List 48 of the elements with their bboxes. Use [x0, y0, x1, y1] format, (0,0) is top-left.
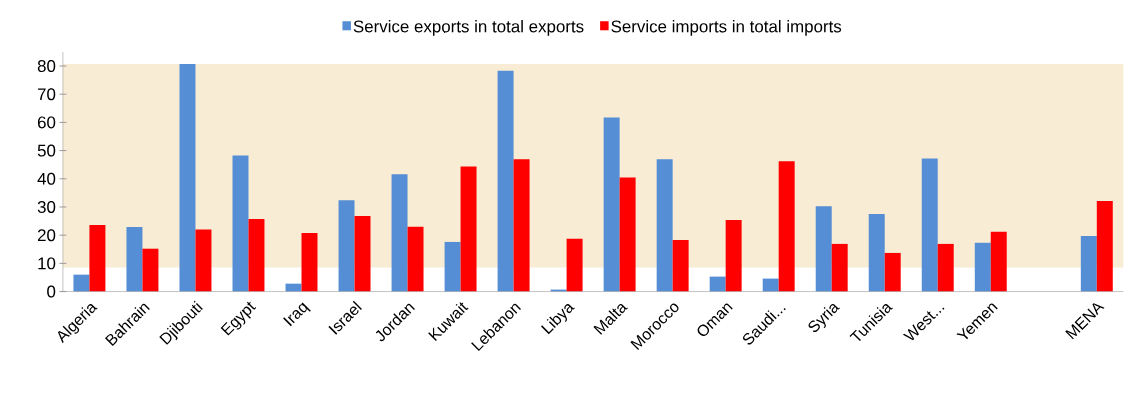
bar	[762, 278, 779, 292]
bar	[338, 200, 355, 292]
bar	[89, 224, 106, 292]
bar	[937, 243, 954, 292]
y-tick-label: 40	[37, 172, 56, 185]
bar	[444, 241, 461, 292]
bar	[884, 252, 901, 292]
bar	[248, 218, 265, 292]
y-tick-label: 60	[37, 116, 56, 129]
bar	[232, 155, 249, 292]
bar	[974, 242, 991, 292]
bar	[73, 274, 90, 292]
x-tick-label: Iraq	[283, 302, 311, 326]
bar	[619, 177, 636, 292]
bar	[497, 70, 514, 292]
bar	[354, 215, 371, 292]
bar	[566, 238, 583, 292]
bar	[672, 239, 689, 292]
bar	[1096, 200, 1113, 292]
bar	[815, 205, 832, 292]
bar	[725, 219, 742, 292]
bar	[1080, 235, 1097, 292]
bar	[990, 231, 1007, 292]
legend-label: Service imports in total imports	[611, 19, 842, 36]
legend-label: Service exports in total exports	[353, 19, 584, 36]
bar	[142, 248, 159, 292]
y-tick-label: 0	[47, 285, 56, 298]
bar	[301, 232, 318, 292]
bar	[656, 159, 673, 292]
bar	[391, 174, 408, 292]
bar	[407, 226, 424, 292]
y-tick-label: 50	[37, 144, 56, 157]
bar	[195, 229, 212, 292]
bar	[778, 161, 795, 292]
y-tick-label: 10	[38, 257, 56, 270]
bar	[868, 213, 885, 292]
y-tick-label: 80	[37, 59, 56, 72]
y-tick-label: 70	[37, 88, 56, 101]
bar	[709, 276, 726, 292]
bar	[179, 63, 196, 292]
y-tick-label: 20	[37, 229, 56, 241]
bar	[831, 243, 848, 292]
y-tick-label: 30	[37, 200, 56, 213]
bar	[126, 226, 143, 292]
bar	[921, 158, 938, 292]
bar	[460, 166, 477, 292]
bar	[603, 117, 620, 292]
bar	[513, 159, 530, 292]
